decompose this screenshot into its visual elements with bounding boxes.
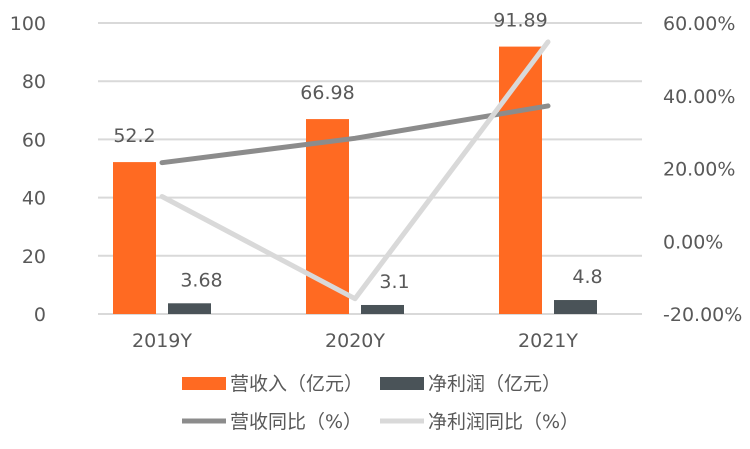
legend-label: 营收入（亿元）	[230, 373, 363, 395]
legend-swatch	[380, 377, 424, 390]
left-axis-tick-label: 40	[22, 188, 46, 210]
data-label: 91.89	[493, 10, 547, 32]
x-axis-tick-label: 2019Y	[132, 330, 192, 352]
left-axis-tick-label: 60	[22, 129, 46, 151]
data-label: 52.2	[113, 125, 155, 147]
left-axis-tick-label: 100	[10, 13, 46, 35]
bar-net-profit	[361, 304, 404, 314]
bar-net-profit	[168, 303, 211, 314]
right-axis-tick-label: 60.00%	[663, 13, 735, 35]
data-label: 4.8	[572, 266, 602, 288]
legend-label: 净利润同比（%）	[428, 411, 579, 433]
left-axis-tick-label: 0	[34, 304, 46, 326]
legend-label: 营收同比（%）	[230, 411, 362, 433]
x-axis-tick-label: 2020Y	[325, 330, 385, 352]
left-axis-tick-label: 80	[22, 71, 46, 93]
data-label: 66.98	[300, 82, 354, 104]
bar-net-profit	[554, 300, 597, 314]
bar-revenue	[113, 162, 156, 314]
data-label: 3.1	[379, 271, 409, 293]
right-axis-tick-label: -20.00%	[663, 304, 742, 326]
data-label: 3.68	[180, 269, 222, 291]
right-axis-tick-label: 0.00%	[663, 231, 723, 253]
bar-revenue	[499, 46, 542, 315]
left-axis-tick-label: 20	[22, 246, 46, 268]
legend-label: 净利润（亿元）	[428, 373, 561, 395]
right-axis-tick-label: 20.00%	[663, 159, 735, 181]
legend-swatch	[182, 377, 226, 390]
line-revenue-growth	[159, 103, 551, 166]
x-axis-tick-label: 2021Y	[518, 330, 578, 352]
right-axis-tick-label: 40.00%	[663, 86, 735, 108]
